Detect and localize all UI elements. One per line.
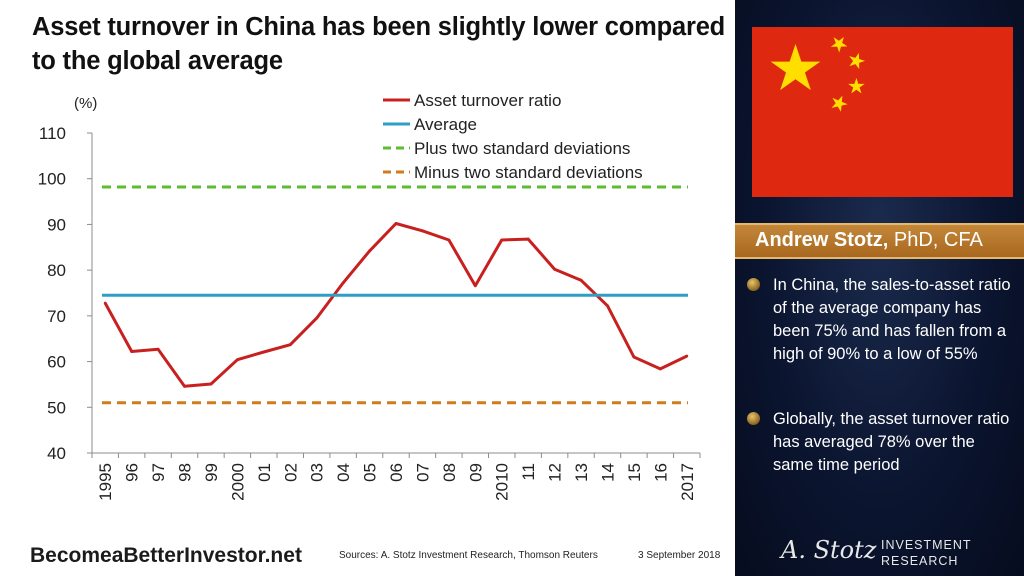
y-tick-label: 60 [47,353,66,372]
x-tick-label: 09 [466,463,485,482]
data-point [103,301,107,305]
data-point [685,354,689,358]
x-tick-label: 1995 [96,463,115,501]
data-point [473,284,477,288]
y-tick-label: 100 [38,170,66,189]
data-point [183,384,186,388]
x-tick-label: 11 [519,463,538,481]
legend-label: Plus two standard deviations [414,139,630,158]
data-point [606,304,609,308]
y-tick-label: 50 [47,398,66,417]
data-point [553,267,557,271]
chart-panel: Asset turnover in China has been slightl… [30,13,726,567]
x-tick-label: 08 [440,463,459,482]
y-tick-label: 70 [47,307,66,326]
bullet-dot-icon [747,278,760,291]
flag-background [752,27,1013,197]
sources-note: Sources: A. Stotz Investment Research, T… [339,550,598,561]
y-tick-label: 110 [39,124,66,143]
data-point [368,249,371,253]
data-point [315,316,319,320]
x-tick-label: 2017 [678,463,697,501]
x-tick-label: 07 [413,463,432,482]
logo-signature: A. Stotz [781,536,877,564]
chart-title: Asset turnover in China has been slightl… [32,13,726,75]
x-tick-label: 99 [202,463,221,482]
logo-investment: INVESTMENT [881,538,972,552]
x-tick-label: 2000 [228,463,247,501]
x-tick-label: 98 [176,463,195,482]
y-axis-label: (%) [74,95,97,112]
x-tick-label: 02 [281,463,300,482]
bullet-china-average: In China, the sales-to-asset ratio of th… [747,274,1017,366]
x-tick-label: 12 [546,463,565,482]
data-point [447,238,451,242]
x-tick-label: 04 [334,463,353,482]
data-point [209,382,213,386]
stotz-logo: A. Stotz INVESTMENT RESEARCH [781,536,1021,572]
flag-small-star-icon [831,95,848,112]
data-point [526,237,530,241]
bullet-global-average: Globally, the asset turnover ratio has a… [747,408,1017,477]
info-panel: Andrew Stotz, PhD, CFA In China, the sal… [735,0,1024,576]
y-tick-label: 80 [47,261,66,280]
data-point [235,358,239,362]
flag-small-star-icon [830,36,848,53]
legend-label: Average [414,115,477,134]
data-point [658,367,662,371]
x-tick-label: 13 [572,463,591,482]
flag-small-star-icon [849,52,866,70]
data-point [500,238,504,242]
x-tick-label: 96 [123,463,142,482]
flag-large-star-icon [770,44,821,91]
data-point [130,350,134,353]
data-point [156,347,160,351]
website-footer: BecomeaBetterInvestor.net [30,544,302,567]
line-chart: (%) 40 50 60 70 80 90 100 110 1995 96 97 98 99 2000 01 0… [38,91,701,501]
x-tick-label: 15 [625,463,644,482]
author-name-bold: Andrew Stotz, [755,229,889,251]
data-point [579,278,583,282]
flag-small-star-icon [848,78,865,94]
bullet-dot-icon [747,412,760,425]
legend-label: Minus two standard deviations [414,163,643,182]
x-tick-label: 05 [361,463,380,482]
x-tick-label: 2010 [493,463,512,501]
bullet-text: Globally, the asset turnover ratio has a… [773,410,1010,474]
x-tick-label: 16 [651,463,670,482]
data-point [394,222,398,225]
author-credentials: PhD, CFA [888,229,983,251]
data-point [288,343,292,347]
x-tick-label: 06 [387,463,406,482]
y-tick-label: 90 [47,215,66,234]
series-line-ratio [103,222,688,388]
data-point [632,355,636,359]
legend-label: Asset turnover ratio [414,91,561,110]
author-banner: Andrew Stotz, PhD, CFA [735,223,1024,259]
china-flag-icon [752,27,1013,197]
x-tick-label: 01 [255,463,274,482]
logo-research: RESEARCH [881,554,959,568]
data-point [262,350,266,354]
x-tick-label: 97 [149,463,168,482]
date-note: 3 September 2018 [638,550,721,561]
author-name: Andrew Stotz, PhD, CFA [755,229,983,252]
x-tick-label: 03 [308,463,327,482]
bullet-text: In China, the sales-to-asset ratio of th… [773,276,1011,363]
x-tick-label: 14 [598,463,617,482]
data-point [341,281,345,285]
data-point [421,229,424,233]
y-tick-label: 40 [47,444,66,463]
